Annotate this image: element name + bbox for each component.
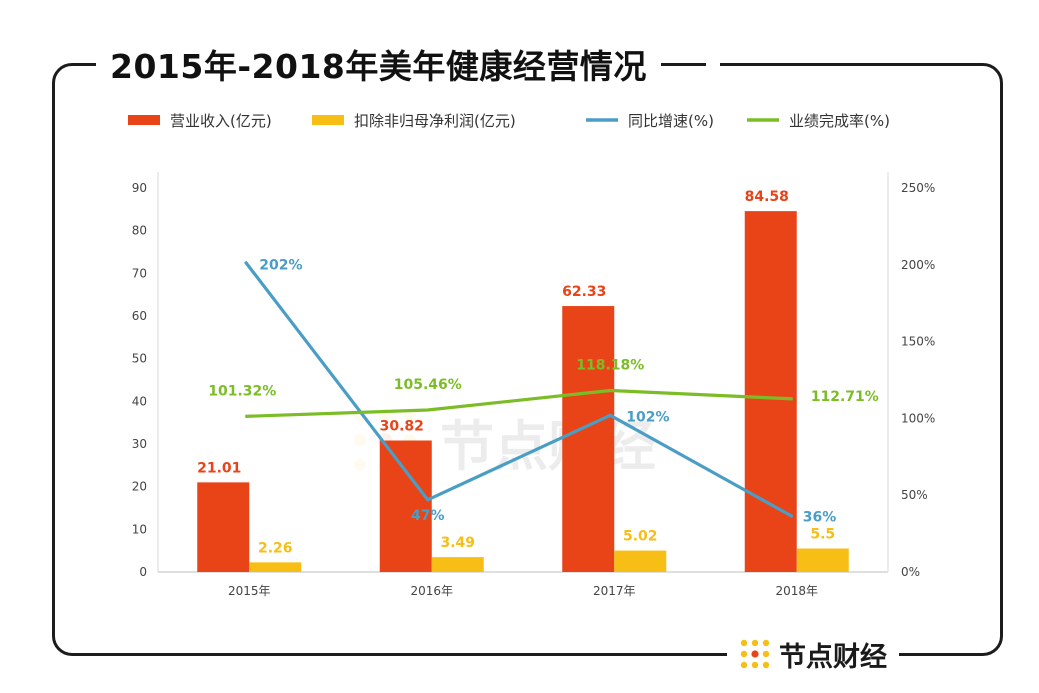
axes: 0 10 20 30 40 50 60 70 80 90 0% 50% 100% 150% 200% 250%…: [132, 172, 935, 598]
legend-label: 扣除非归母净利润(亿元): [354, 112, 516, 130]
lines: [243, 260, 794, 519]
watermark-text: 节点财经: [440, 415, 656, 478]
y-left-tick-label: 50: [132, 352, 147, 366]
legend-swatch: [128, 115, 160, 125]
brand-name: 节点财经: [779, 641, 887, 673]
chart-title: 2015年-2018年美年健康经营情况: [110, 47, 647, 86]
bar-data-label: 5.02: [623, 529, 658, 545]
y-right-tick-label: 150%: [901, 335, 935, 349]
line-data-label: 202%: [259, 258, 302, 274]
watermark-dot: [354, 459, 366, 471]
y-right-tick-label: 250%: [901, 181, 935, 195]
bar-data-label: 3.49: [440, 535, 475, 551]
bar: [562, 306, 615, 572]
bar-data-label: 62.33: [562, 284, 606, 300]
watermark: 节点财经: [354, 409, 656, 478]
y-right-tick-label: 100%: [901, 411, 935, 425]
frame-gap: [706, 58, 720, 70]
bar: [431, 557, 484, 572]
bar-data-label: 30.82: [380, 419, 424, 435]
series-line: [243, 260, 794, 519]
bar: [796, 548, 849, 572]
line-data-label: 105.46%: [394, 377, 462, 393]
y-left-tick-label: 60: [132, 309, 147, 323]
bar-data-label: 84.58: [745, 189, 789, 205]
y-left-tick-label: 20: [132, 480, 147, 494]
x-tick-label: 2016年: [410, 584, 453, 598]
bar-data-label: 21.01: [197, 460, 241, 476]
bar: [197, 482, 250, 572]
line-data-label: 118.18%: [576, 357, 644, 373]
y-right-tick-label: 200%: [901, 258, 935, 272]
series-line: [245, 388, 793, 418]
brand-footer: 节点财经: [727, 632, 899, 676]
legend: 营业收入(亿元) 扣除非归母净利润(亿元) 同比增速(%) 业绩完成率(%): [128, 112, 890, 130]
bars: [197, 211, 849, 572]
line-data-label: 47%: [411, 508, 445, 524]
line-data-label: 112.71%: [811, 389, 879, 405]
bar-data-label: 2.26: [258, 540, 293, 556]
x-tick-label: 2018年: [775, 584, 818, 598]
title-container: 2015年-2018年美年健康经营情况: [96, 38, 661, 90]
legend-label: 同比增速(%): [628, 112, 714, 130]
legend-label: 营业收入(亿元): [170, 112, 272, 130]
legend-swatch: [312, 115, 344, 125]
brand-logo-icon: [740, 639, 770, 669]
bar: [249, 562, 302, 572]
y-left-tick-label: 40: [132, 394, 147, 408]
y-right-tick-label: 0%: [901, 565, 920, 579]
y-left-tick-label: 70: [132, 266, 147, 280]
x-tick-label: 2015年: [228, 584, 271, 598]
line-data-label: 101.32%: [208, 383, 276, 399]
line-data-label: 36%: [803, 510, 837, 526]
bar: [744, 211, 797, 572]
legend-label: 业绩完成率(%): [789, 112, 890, 130]
data-labels: 21.01 30.82 62.33 84.58 2.26 3.49 5.02 5.5 202% 4…: [197, 189, 879, 556]
bar-data-label: 5.5: [810, 527, 835, 543]
y-left-tick-label: 10: [132, 522, 147, 536]
bar: [614, 550, 667, 572]
watermark-dot: [354, 434, 366, 446]
y-left-tick-label: 30: [132, 437, 147, 451]
x-tick-label: 2017年: [593, 584, 636, 598]
y-right-tick-label: 50%: [901, 488, 928, 502]
y-left-tick-label: 90: [132, 181, 147, 195]
y-left-tick-label: 80: [132, 224, 147, 238]
y-left-tick-label: 0: [139, 565, 147, 579]
bar: [379, 440, 432, 572]
line-data-label: 102%: [626, 409, 669, 425]
